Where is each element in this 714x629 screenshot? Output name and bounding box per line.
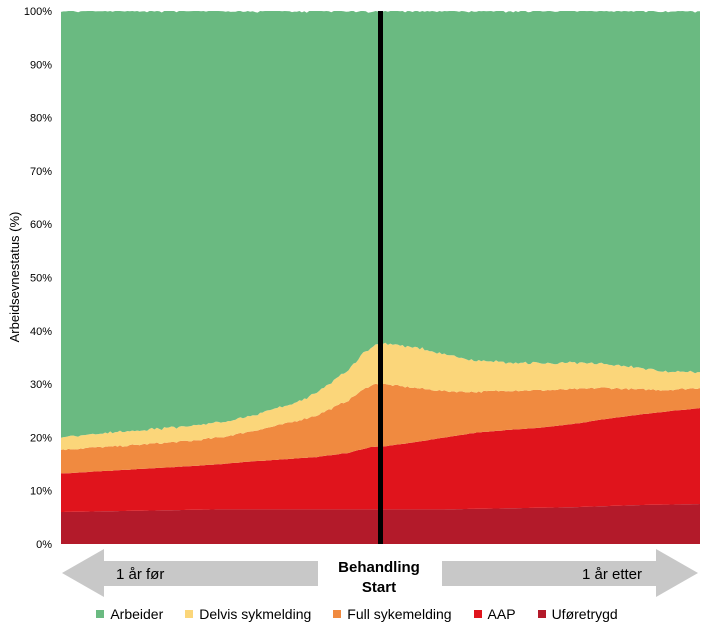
y-tick-label: 60% xyxy=(30,219,52,231)
legend-label: Full sykemelding xyxy=(347,606,452,622)
right-arrow xyxy=(442,549,698,597)
left-arrow xyxy=(62,549,318,597)
y-tick-label: 80% xyxy=(30,113,52,125)
right-arrow-label: 1 år etter xyxy=(582,566,642,583)
center-label-line2: Start xyxy=(362,579,396,596)
center-label-line1: Behandling xyxy=(338,559,420,576)
y-axis-ticks: 0% 10% 20% 30% 40% 50% 60% 70% 80% 90% 100% xyxy=(24,6,52,551)
area-delvis-sykmelding xyxy=(61,342,700,451)
y-tick-label: 50% xyxy=(30,273,52,285)
y-tick-label: 100% xyxy=(24,6,52,18)
y-tick-label: 20% xyxy=(30,432,52,444)
left-arrow-label: 1 år før xyxy=(116,566,164,583)
y-tick-label: 90% xyxy=(30,59,52,71)
legend: Arbeider Delvis sykmelding Full sykemeld… xyxy=(0,604,714,624)
legend-swatch-arbeider xyxy=(96,610,105,618)
y-tick-label: 40% xyxy=(30,326,52,338)
treatment-start-line xyxy=(378,11,383,544)
legend-item-delvis-sykmelding: Delvis sykmelding xyxy=(185,606,311,622)
legend-item-uforetrygd: Uføretrygd xyxy=(537,606,618,622)
y-tick-label: 70% xyxy=(30,166,52,178)
legend-item-aap: AAP xyxy=(473,606,516,622)
legend-label: AAP xyxy=(487,606,516,622)
y-tick-label: 30% xyxy=(30,379,52,391)
legend-item-arbeider: Arbeider xyxy=(96,606,163,622)
legend-label: Delvis sykmelding xyxy=(199,606,312,622)
legend-label: Uføretrygd xyxy=(551,606,618,622)
legend-label: Arbeider xyxy=(110,606,164,622)
legend-swatch-uforetrygd xyxy=(537,610,546,618)
legend-swatch-delvis-sykmelding xyxy=(185,610,194,618)
y-tick-label: 10% xyxy=(30,486,52,498)
legend-item-full-sykemelding: Full sykemelding xyxy=(333,606,452,622)
legend-swatch-aap xyxy=(473,610,482,618)
legend-swatch-full-sykemelding xyxy=(333,610,342,618)
y-tick-label: 0% xyxy=(36,539,52,551)
y-axis-label: Arbeidsevnestatus (%) xyxy=(7,212,22,343)
